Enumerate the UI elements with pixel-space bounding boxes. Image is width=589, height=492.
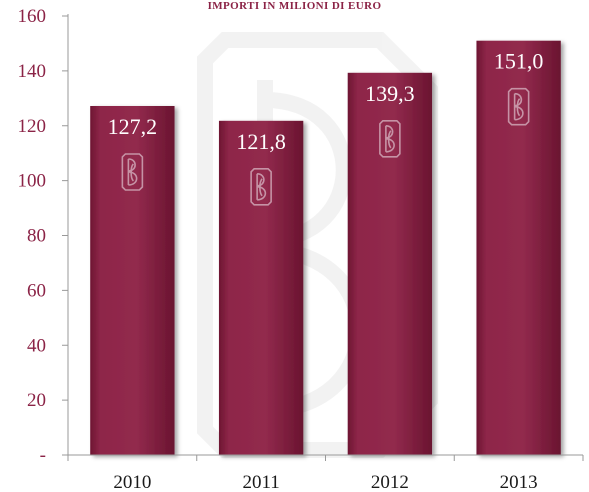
data-label-2012: 139,3: [365, 81, 415, 106]
bar-2012: [347, 72, 433, 455]
x-tick-label-2010: 2010: [113, 472, 151, 492]
axes-layer: [62, 14, 584, 461]
x-tick-label-2013: 2013: [500, 472, 538, 492]
y-tick-label-100: 100: [18, 171, 47, 192]
bar-logo-icon: [250, 168, 272, 206]
y-tick-label-60: 60: [27, 280, 46, 301]
bar-2013: [476, 40, 561, 455]
ticks-layer: 2010 2011 2012 2013 - 20 40 60 80 100 120 140 160: [18, 6, 538, 492]
y-tick-label-40: 40: [27, 335, 46, 356]
y-tick-label-80: 80: [27, 226, 46, 247]
chart-subtitle: IMPORTI IN MILIONI DI EURO: [207, 0, 382, 12]
y-tick-label-160: 160: [18, 6, 47, 27]
y-tick-label-120: 120: [18, 116, 47, 137]
data-label-2011: 121,8: [236, 129, 286, 154]
data-label-2010: 127,2: [108, 114, 158, 139]
y-tick-label-20: 20: [27, 390, 46, 411]
bar-2010: [90, 105, 175, 456]
bars-layer: 127,2 121,8 139,3 151,0: [90, 40, 561, 456]
bar-logo-icon: [379, 119, 401, 158]
y-tick-label-0: -: [40, 445, 46, 466]
bar-logo-icon: [121, 153, 144, 191]
data-label-2013: 151,0: [494, 49, 544, 74]
bar-logo-icon: [507, 87, 530, 126]
y-tick-label-140: 140: [18, 61, 47, 82]
bar-2011: [218, 120, 304, 455]
x-tick-label-2011: 2011: [242, 472, 279, 492]
x-tick-label-2012: 2012: [371, 472, 409, 492]
